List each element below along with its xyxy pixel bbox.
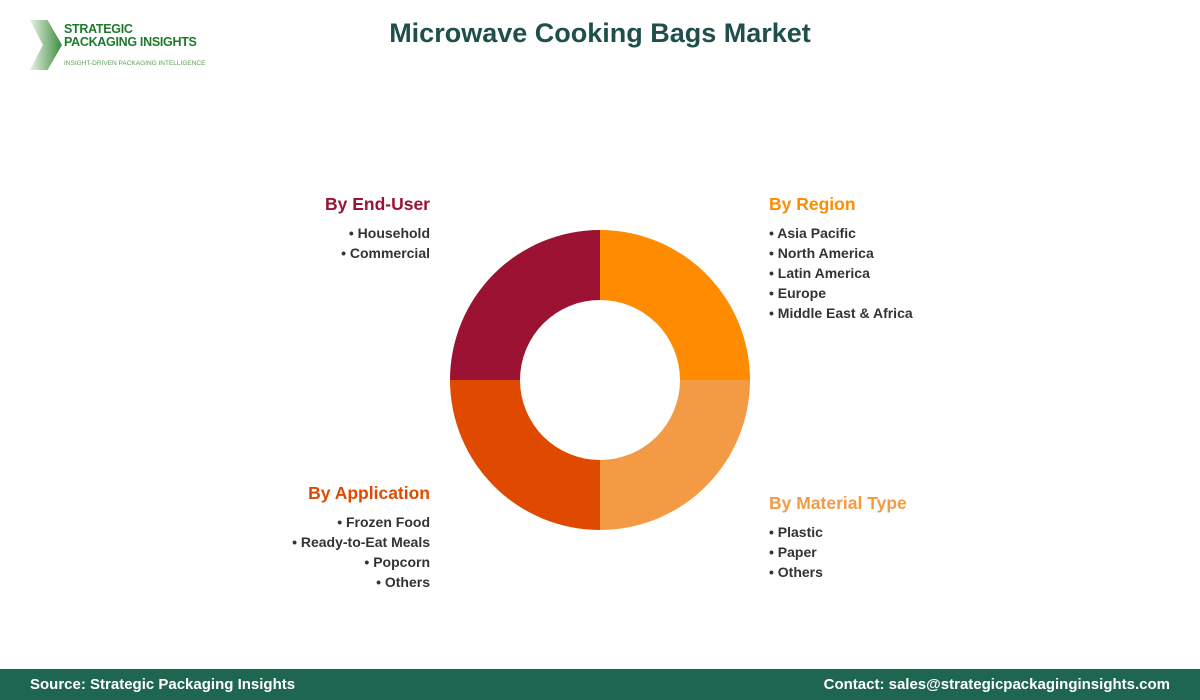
group-title: By Application <box>308 483 430 503</box>
list-item: • North America <box>769 245 874 261</box>
group-list: • Frozen Food • Ready-to-Eat Meals • Popco… <box>170 512 430 592</box>
logo: STRATEGIC PACKAGING INSIGHTS INSIGHT-DRIV… <box>30 18 205 73</box>
list-item: • Others <box>376 574 430 590</box>
group-list: • Plastic • Paper • Others <box>769 522 1029 582</box>
group-list: • Household • Commercial <box>170 223 430 263</box>
list-item: • Household <box>348 225 430 241</box>
group-title: By Region <box>769 194 856 214</box>
list-item: • Paper <box>769 544 817 560</box>
list-item: • Frozen Food <box>337 514 430 530</box>
list-item: • Middle East & Africa <box>769 305 913 321</box>
group-application: By Application • Frozen Food • Ready-to-E… <box>170 483 430 592</box>
footer: Source: Strategic Packaging Insights Con… <box>0 669 1200 700</box>
list-item: • Plastic <box>769 524 823 540</box>
segment-end-user <box>450 230 600 380</box>
list-item: • Latin America <box>769 265 870 281</box>
segment-application <box>450 380 600 530</box>
contact-text: Contact: sales@strategicpackaginginsight… <box>823 676 1170 693</box>
segment-region <box>600 230 750 380</box>
source-text: Source: Strategic Packaging Insights <box>30 676 296 693</box>
segment-material-type <box>600 380 750 530</box>
list-item: • Popcorn <box>364 554 430 570</box>
list-item: • Ready-to-Eat Meals <box>292 534 430 550</box>
page-title: Microwave Cooking Bags Market <box>389 18 811 48</box>
group-title: By End-User <box>324 194 430 214</box>
group-title: By Material Type <box>769 493 907 513</box>
logo-tagline: INSIGHT-DRIVEN PACKAGING INTELLIGENCE <box>64 60 206 67</box>
list-item: • Europe <box>769 285 827 301</box>
group-region: By Region • Asia Pacific • North America •… <box>769 194 1029 323</box>
group-list: • Asia Pacific • North America • Latin Ame… <box>769 223 1029 323</box>
logo-text: STRATEGIC PACKAGING INSIGHTS <box>64 22 197 49</box>
list-item: • Others <box>769 564 823 580</box>
group-material-type: By Material Type • Plastic • Paper • Other… <box>769 493 1029 582</box>
list-item: • Asia Pacific <box>769 225 856 241</box>
list-item: • Commercial <box>341 245 430 261</box>
group-end-user: By End-User • Household • Commercial <box>170 194 430 263</box>
